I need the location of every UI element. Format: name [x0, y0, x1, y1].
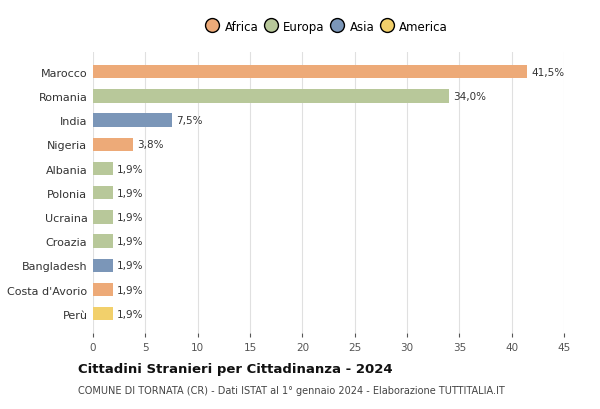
Text: 1,9%: 1,9%	[117, 236, 143, 247]
Text: Cittadini Stranieri per Cittadinanza - 2024: Cittadini Stranieri per Cittadinanza - 2…	[78, 362, 392, 375]
Text: 7,5%: 7,5%	[176, 116, 202, 126]
Legend: Africa, Europa, Asia, America: Africa, Europa, Asia, America	[206, 17, 451, 37]
Bar	[93, 307, 113, 321]
Bar	[93, 162, 113, 176]
Bar	[93, 138, 133, 152]
Text: 34,0%: 34,0%	[453, 92, 486, 102]
Bar	[93, 235, 113, 248]
Text: 41,5%: 41,5%	[532, 67, 565, 78]
Text: 1,9%: 1,9%	[117, 261, 143, 271]
Text: 1,9%: 1,9%	[117, 164, 143, 174]
Bar	[93, 187, 113, 200]
Text: 1,9%: 1,9%	[117, 212, 143, 222]
Text: COMUNE DI TORNATA (CR) - Dati ISTAT al 1° gennaio 2024 - Elaborazione TUTTITALIA: COMUNE DI TORNATA (CR) - Dati ISTAT al 1…	[78, 385, 505, 395]
Text: 1,9%: 1,9%	[117, 285, 143, 295]
Bar	[93, 259, 113, 272]
Bar	[93, 211, 113, 224]
Text: 1,9%: 1,9%	[117, 188, 143, 198]
Bar	[93, 283, 113, 297]
Bar	[93, 90, 449, 103]
Text: 1,9%: 1,9%	[117, 309, 143, 319]
Bar	[93, 66, 527, 79]
Bar	[93, 114, 172, 128]
Text: 3,8%: 3,8%	[137, 140, 163, 150]
